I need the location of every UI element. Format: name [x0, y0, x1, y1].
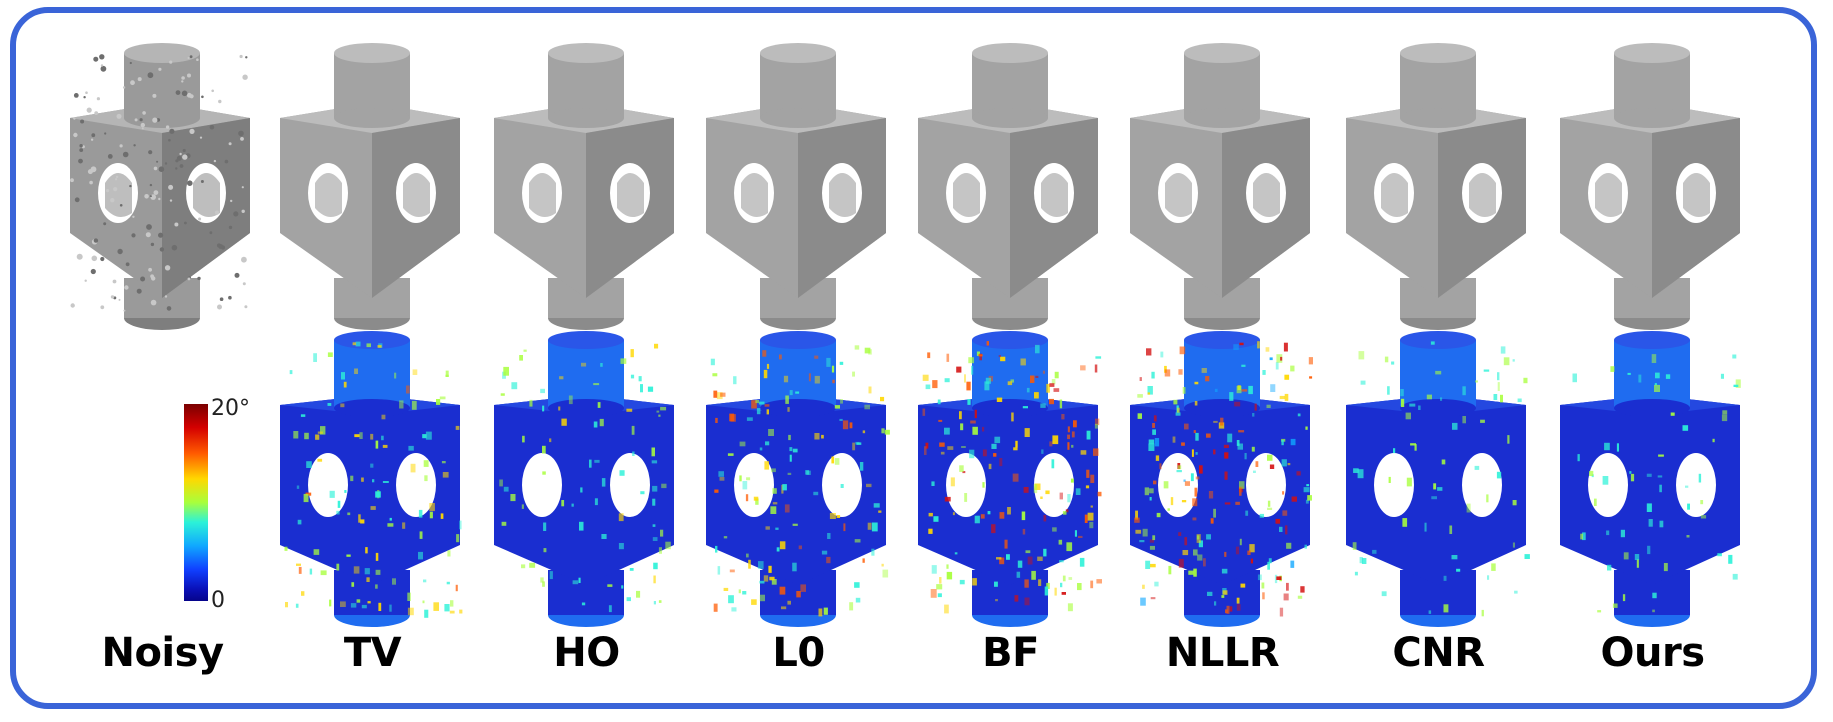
error-map-bf	[908, 331, 1113, 635]
method-label-noisy: Noisy	[101, 630, 224, 676]
colorbar-min-label: 0	[211, 588, 225, 613]
error-map-tv	[270, 331, 475, 635]
mesh-render-noisy	[60, 43, 265, 338]
error-map-l0	[696, 331, 901, 635]
mesh-render-bf	[908, 43, 1113, 338]
method-label-bf: BF	[982, 630, 1039, 676]
mesh-render-cnr	[1336, 43, 1541, 338]
mesh-render-tv	[270, 43, 475, 338]
colorbar-max-label: 20°	[211, 396, 250, 421]
mesh-render-ours	[1550, 43, 1755, 338]
method-label-tv: TV	[343, 630, 402, 676]
mesh-render-l0	[696, 43, 901, 338]
method-label-l0: L0	[772, 630, 825, 676]
mesh-render-ho	[484, 43, 689, 338]
colorbar-gradient	[184, 404, 208, 601]
error-map-cnr	[1336, 331, 1541, 635]
method-label-nllr: NLLR	[1165, 630, 1280, 676]
method-label-ho: HO	[553, 630, 620, 676]
error-map-ours	[1550, 331, 1755, 635]
error-map-nllr	[1120, 331, 1325, 635]
error-map-ho	[484, 331, 689, 635]
mesh-render-nllr	[1120, 43, 1325, 338]
method-label-ours: Ours	[1600, 630, 1705, 676]
method-label-cnr: CNR	[1392, 630, 1485, 676]
